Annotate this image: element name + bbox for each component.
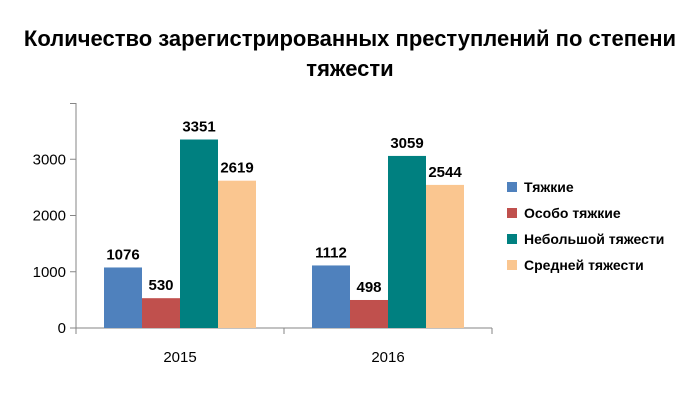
data-label: 2619 bbox=[220, 160, 253, 177]
chart-data-labels: 1076 530 3351 2619 1112 498 3059 2544 bbox=[106, 119, 462, 296]
legend-label: Особо тяжкие bbox=[524, 205, 621, 221]
bar bbox=[426, 184, 464, 328]
chart-title: Количество зарегистрированных преступлен… bbox=[0, 24, 700, 84]
legend-swatch bbox=[507, 208, 517, 218]
chart-bars bbox=[104, 139, 464, 328]
x-tick-label: 2016 bbox=[371, 349, 404, 366]
data-label: 498 bbox=[356, 279, 381, 296]
y-tick-label: 0 bbox=[58, 320, 66, 337]
legend-swatch bbox=[507, 234, 517, 244]
chart-title-text: Количество зарегистрированных преступлен… bbox=[23, 26, 677, 81]
y-tick-label: 1000 bbox=[33, 264, 66, 281]
y-tick-label: 2000 bbox=[33, 208, 66, 225]
bar bbox=[180, 139, 218, 328]
chart-legend: Тяжкие Особо тяжкие Небольшой тяжести Средн… bbox=[507, 179, 664, 273]
legend-label: Тяжкие bbox=[524, 179, 574, 195]
bar bbox=[218, 180, 256, 328]
bar bbox=[312, 265, 350, 328]
bar bbox=[388, 155, 426, 328]
legend-swatch bbox=[507, 182, 517, 192]
data-label: 3059 bbox=[390, 135, 423, 152]
data-label: 3351 bbox=[182, 119, 215, 136]
legend-label: Небольшой тяжести bbox=[524, 231, 664, 247]
legend-item: Небольшой тяжести bbox=[507, 231, 664, 247]
data-label: 1076 bbox=[106, 246, 139, 263]
legend-item: Особо тяжкие bbox=[507, 205, 621, 221]
bar bbox=[350, 299, 388, 328]
data-label: 530 bbox=[148, 277, 173, 294]
legend-item: Средней тяжести bbox=[507, 257, 644, 273]
y-tick-label: 3000 bbox=[33, 151, 66, 168]
bar bbox=[104, 267, 142, 328]
x-tick-label: 2015 bbox=[163, 349, 196, 366]
legend-swatch bbox=[507, 260, 517, 270]
data-label: 1112 bbox=[315, 244, 347, 261]
bar bbox=[142, 298, 180, 328]
legend-item: Тяжкие bbox=[507, 179, 574, 195]
legend-label: Средней тяжести bbox=[524, 257, 644, 273]
data-label: 2544 bbox=[428, 164, 462, 181]
